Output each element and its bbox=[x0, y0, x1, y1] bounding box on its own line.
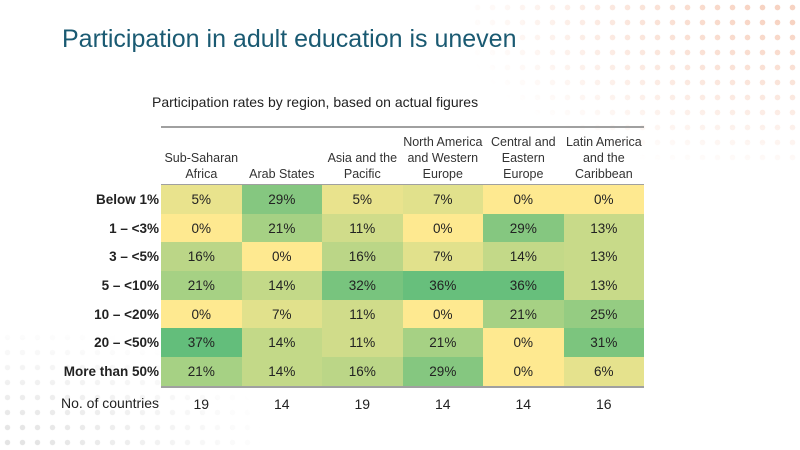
heatmap-cell: 13% bbox=[563, 242, 645, 272]
heatmap-cell: 0% bbox=[483, 184, 564, 214]
count-label: No. of countries bbox=[61, 395, 160, 412]
heatmap-cell: 21% bbox=[402, 328, 484, 358]
country-count: 19 bbox=[193, 395, 210, 412]
heatmap-cell: 37% bbox=[161, 328, 242, 358]
heatmap-cell: 14% bbox=[241, 357, 323, 388]
table-row: Below 1% 5% 29% 5% 7% 0% 0% bbox=[60, 184, 645, 214]
heatmap-cell: 16% bbox=[161, 242, 242, 272]
heatmap-cell: 36% bbox=[402, 271, 484, 300]
corner bbox=[60, 127, 161, 185]
table-row: More than 50% 21% 14% 16% 29% 0% 6% bbox=[60, 357, 645, 388]
heatmap-cell: 29% bbox=[402, 357, 484, 388]
column-header: Latin America and the Caribbean bbox=[563, 126, 645, 185]
country-count: 14 bbox=[274, 395, 290, 412]
row-label: More than 50% bbox=[63, 364, 160, 380]
row-label: 1 – <3% bbox=[109, 220, 160, 236]
chart-subtitle: Participation rates by region, based on … bbox=[152, 94, 479, 110]
heatmap-cell: 7% bbox=[402, 242, 484, 272]
column-header: Asia and the Pacific bbox=[322, 126, 403, 185]
heatmap-cell: 29% bbox=[241, 184, 323, 214]
heatmap-cell: 11% bbox=[322, 213, 403, 243]
heatmap-cell: 32% bbox=[322, 271, 403, 300]
row-label: Below 1% bbox=[96, 191, 160, 207]
heatmap-cell: 5% bbox=[322, 184, 403, 214]
heatmap-cell: 14% bbox=[241, 271, 323, 300]
heatmap-cell: 29% bbox=[483, 213, 564, 243]
row-label: 5 – <10% bbox=[101, 277, 160, 293]
heatmap-cell: 16% bbox=[322, 357, 403, 388]
country-count: 16 bbox=[596, 395, 612, 412]
heatmap-cell: 25% bbox=[563, 299, 645, 329]
heatmap-cell: 7% bbox=[241, 299, 323, 329]
column-header: North America and Western Europe bbox=[402, 126, 484, 185]
heatmap-cell: 5% bbox=[161, 184, 242, 214]
count-row: No. of countries 19 14 19 14 14 16 bbox=[60, 387, 644, 420]
row-label: 3 – <5% bbox=[109, 249, 160, 265]
heatmap-cell: 21% bbox=[161, 271, 242, 300]
heatmap-cell: 0% bbox=[161, 299, 242, 329]
table-row: 20 – <50% 37% 14% 11% 21% 0% 31% bbox=[60, 328, 645, 358]
heatmap-cell: 0% bbox=[402, 213, 484, 243]
heatmap-cell: 13% bbox=[563, 213, 645, 243]
country-count: 14 bbox=[435, 395, 451, 412]
heatmap-cell: 21% bbox=[483, 299, 564, 329]
heatmap-cell: 0% bbox=[483, 328, 564, 358]
country-count: 14 bbox=[515, 395, 532, 412]
heatmap-cell: 31% bbox=[563, 328, 645, 358]
table-row: 10 – <20% 0% 7% 11% 0% 21% 25% bbox=[60, 299, 645, 329]
column-header: Sub-Saharan Africa bbox=[161, 126, 242, 185]
heatmap-cell: 7% bbox=[402, 184, 484, 214]
heatmap-cell: 11% bbox=[322, 328, 403, 358]
row-label: 20 – <50% bbox=[94, 335, 160, 351]
heatmap-cell: 6% bbox=[563, 357, 645, 388]
table-row: 5 – <10% 21% 14% 32% 36% 36% 13% bbox=[60, 271, 645, 300]
heatmap-cell: 0% bbox=[161, 213, 242, 243]
heatmap-cell: 11% bbox=[322, 299, 403, 329]
heatmap-cell: 13% bbox=[563, 271, 645, 300]
table-row: 3 – <5% 16% 0% 16% 7% 14% 13% bbox=[60, 242, 645, 272]
heatmap-cell: 0% bbox=[563, 184, 645, 214]
heatmap-cell: 36% bbox=[483, 271, 564, 300]
heatmap-table: Sub-Saharan Africa Arab States Asia and th… bbox=[60, 126, 645, 420]
heatmap-cell: 21% bbox=[241, 213, 323, 243]
column-header: Central and Eastern Europe bbox=[483, 126, 564, 185]
table-row: 1 – <3% 0% 21% 11% 0% 29% 13% bbox=[60, 213, 645, 243]
heatmap-cell: 21% bbox=[161, 357, 242, 388]
heatmap-cell: 14% bbox=[483, 242, 564, 272]
heatmap-cell: 14% bbox=[241, 328, 323, 358]
row-label: 10 – <20% bbox=[94, 306, 160, 322]
country-count: 19 bbox=[354, 395, 371, 412]
column-header: Arab States bbox=[241, 126, 323, 185]
slide-title: Participation in adult education is unev… bbox=[62, 25, 517, 53]
heatmap-cell: 16% bbox=[322, 242, 403, 272]
heatmap-cell: 0% bbox=[402, 299, 484, 329]
heatmap-cell: 0% bbox=[241, 242, 323, 272]
heatmap-cell: 0% bbox=[483, 357, 564, 388]
